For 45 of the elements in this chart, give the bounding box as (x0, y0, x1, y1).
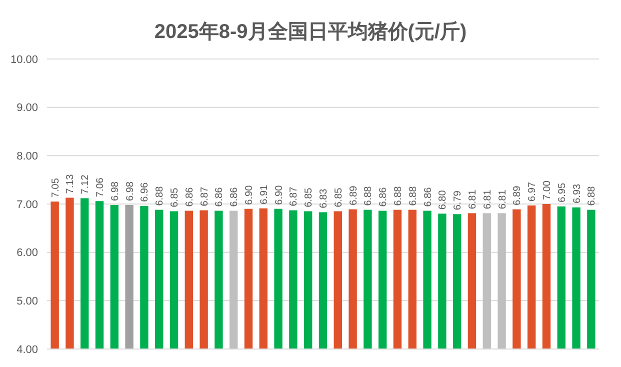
data-label: 6.89 (348, 185, 360, 206)
data-label: 6.86 (229, 186, 240, 207)
data-label: 6.90 (244, 184, 256, 205)
data-label: 7.00 (542, 180, 553, 200)
y-tick-label: 10.00 (10, 54, 38, 66)
y-tick-label: 9.00 (16, 102, 38, 114)
data-label: 7.06 (95, 177, 106, 198)
data-label: 6.79 (452, 190, 464, 210)
data-label: 6.88 (408, 186, 419, 206)
data-label: 6.86 (422, 186, 434, 207)
chart-title: 2025年8-9月全国日平均猪价(元/斤) (154, 20, 467, 43)
y-tick-label: 5.00 (16, 296, 38, 308)
data-label: 6.98 (110, 181, 121, 201)
y-tick-label: 8.00 (16, 150, 38, 163)
data-label: 6.80 (438, 190, 449, 210)
data-label: 6.85 (170, 187, 181, 208)
data-label: 6.98 (124, 181, 136, 201)
y-tick-label: 4.00 (16, 344, 38, 356)
data-label: 6.90 (274, 184, 285, 205)
data-label: 6.81 (467, 189, 478, 210)
data-label: 7.05 (50, 178, 62, 198)
data-label: 6.81 (482, 189, 494, 210)
data-label: 7.12 (80, 174, 92, 194)
data-label: 6.85 (304, 187, 315, 208)
data-label: 6.91 (258, 184, 270, 204)
y-tick-label: 7.00 (16, 198, 38, 211)
data-label: 6.96 (140, 182, 151, 202)
data-label: 6.87 (288, 186, 300, 206)
data-label: 6.81 (497, 189, 508, 210)
data-label: 6.88 (154, 186, 166, 206)
data-label: 6.86 (214, 186, 226, 207)
data-label: 7.13 (65, 174, 76, 194)
data-label: 6.86 (378, 186, 390, 207)
data-label: 6.88 (363, 186, 374, 206)
data-label: 6.87 (199, 186, 210, 206)
data-label: 6.93 (572, 183, 583, 204)
data-label: 6.88 (586, 186, 598, 206)
data-label: 6.97 (527, 182, 538, 202)
data-label: 6.88 (392, 186, 404, 206)
data-label: 6.83 (318, 188, 330, 208)
y-tick-label: 6.00 (16, 247, 38, 260)
data-label: 6.89 (512, 185, 524, 206)
data-label: 6.85 (333, 187, 344, 208)
data-label: 6.86 (184, 186, 196, 207)
data-label: 6.95 (556, 182, 568, 202)
